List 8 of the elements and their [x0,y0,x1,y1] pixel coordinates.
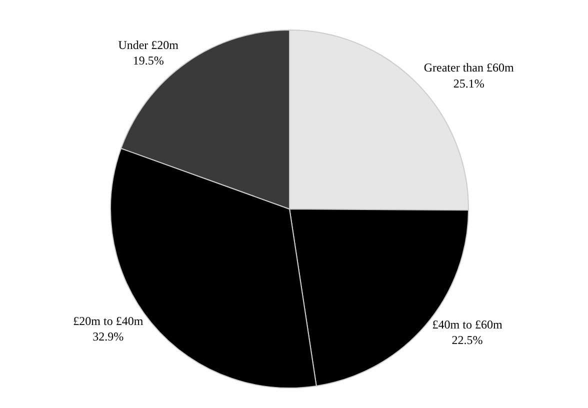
slice-label: £40m to £60m [432,318,503,332]
slice-label: Greater than £60m [424,60,514,75]
data-label: 22.5% [452,333,483,348]
slice-label: Under £20m [118,38,180,52]
data-label: 32.9% [92,329,124,344]
slice-label: £20m to £40m [73,314,144,328]
data-label: 25.1% [453,76,484,90]
data-label: 19.5% [132,53,164,68]
